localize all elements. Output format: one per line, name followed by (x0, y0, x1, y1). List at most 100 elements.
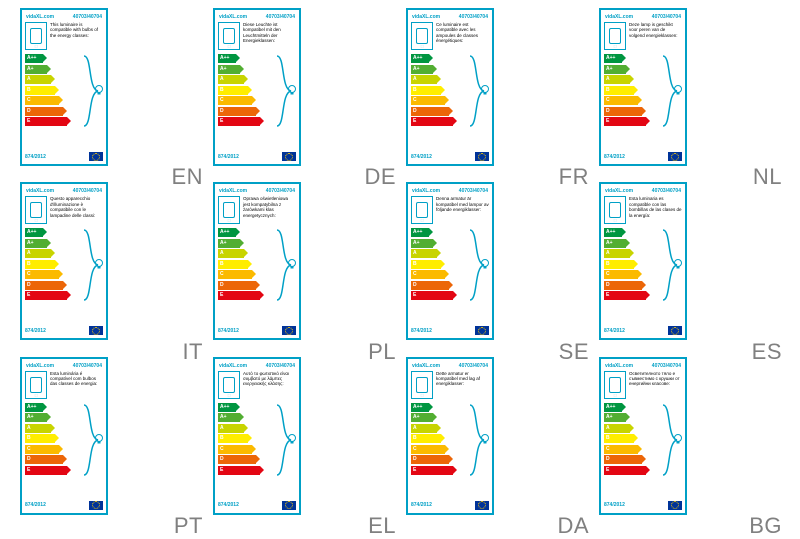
card-header: vidaXL.com40703/40704 (604, 187, 682, 196)
energy-bar-label: B (220, 260, 224, 269)
energy-bars: A++A+ABCDE (604, 403, 682, 481)
energy-bar-label: E (220, 117, 223, 126)
energy-bar: A+ (218, 65, 273, 74)
energy-bar: E (411, 117, 466, 126)
brand-text: vidaXL.com (26, 14, 54, 20)
energy-bar: E (218, 291, 273, 300)
regulation-text: 874/2012 (25, 154, 46, 160)
energy-bar-label: D (413, 281, 417, 290)
brand-text: vidaXL.com (605, 14, 633, 20)
card-footer: 874/2012 (25, 501, 103, 510)
energy-bar-label: A++ (220, 403, 229, 412)
energy-bar: B (218, 260, 273, 269)
energy-bar-label: A (413, 75, 417, 84)
energy-label-card: vidaXL.com40703/40704⬚Questo apparecchio… (20, 182, 108, 340)
eu-flag-icon (475, 326, 489, 335)
energy-bars: A++A+ABCDE (604, 54, 682, 132)
energy-label-card: vidaXL.com40703/40704⬚Esta luminaria es … (599, 182, 687, 340)
energy-bar: E (25, 466, 80, 475)
energy-label-card: vidaXL.com40703/40704⬚Oprawa oświetlenio… (213, 182, 301, 340)
energy-bar-label: A+ (27, 413, 34, 422)
luminaire-icon: ⬚ (218, 196, 240, 224)
brand-text: vidaXL.com (412, 363, 440, 369)
card-header: vidaXL.com40703/40704 (604, 13, 682, 22)
luminaire-icon: ⬚ (411, 371, 433, 399)
energy-bar: A+ (25, 65, 80, 74)
energy-bar-label: A (606, 75, 610, 84)
energy-bar-label: E (413, 117, 416, 126)
energy-bar: A++ (411, 228, 466, 237)
energy-bar: D (411, 107, 466, 116)
luminaire-icon: ⬚ (218, 371, 240, 399)
card-header: vidaXL.com40703/40704 (25, 362, 103, 371)
energy-bar: A+ (25, 239, 80, 248)
luminaire-icon: ⬚ (411, 22, 433, 50)
energy-bar-label: D (606, 281, 610, 290)
energy-bar: B (218, 434, 273, 443)
energy-bar: A (604, 75, 659, 84)
eu-flag-icon (282, 326, 296, 335)
energy-bar: C (604, 270, 659, 279)
energy-label-cell: vidaXL.com40703/40704⬚This luminaire is … (20, 8, 201, 176)
card-footer: 874/2012 (25, 326, 103, 335)
energy-bar: A++ (411, 403, 466, 412)
energy-bar-label: E (606, 291, 609, 300)
energy-bars: A++A+ABCDE (25, 228, 103, 306)
card-header: vidaXL.com40703/40704 (411, 362, 489, 371)
description-text: This luminaire is compatible with bulbs … (50, 22, 103, 50)
energy-bar: E (218, 466, 273, 475)
energy-bars: A++A+ABCDE (411, 403, 489, 481)
card-top-row: ⬚Αυτό το φωτιστικό είναι συμβατό με λάμπ… (218, 371, 296, 399)
model-text: 40703/40704 (266, 363, 295, 369)
brand-text: vidaXL.com (412, 188, 440, 194)
energy-bar-label: A+ (27, 65, 34, 74)
energy-label-card: vidaXL.com40703/40704⬚Deze lamp is gesch… (599, 8, 687, 166)
luminaire-icon: ⬚ (411, 196, 433, 224)
energy-bars: A++A+ABCDE (25, 54, 103, 132)
regulation-text: 874/2012 (25, 328, 46, 334)
eu-flag-icon (89, 501, 103, 510)
card-footer: 874/2012 (411, 326, 489, 335)
energy-bar-label: B (413, 434, 417, 443)
regulation-text: 874/2012 (411, 502, 432, 508)
card-footer: 874/2012 (604, 152, 682, 161)
card-header: vidaXL.com40703/40704 (218, 13, 296, 22)
energy-bar: C (25, 270, 80, 279)
energy-bar: A++ (218, 54, 273, 63)
card-header: vidaXL.com 40703/40704 (411, 187, 489, 196)
energy-label-cell: vidaXL.com40703/40704⬚Esta luminaria es … (599, 182, 780, 350)
brand-text: vidaXL.com (219, 14, 247, 20)
energy-bar: E (411, 466, 466, 475)
energy-bar-label: E (27, 291, 30, 300)
energy-bar-label: B (220, 86, 224, 95)
card-top-row: ⬚Esta luminaria es compatible con las bo… (604, 196, 682, 224)
energy-bar-label: D (606, 107, 610, 116)
model-text: 40703/40704 (73, 188, 102, 194)
energy-bar-label: A++ (413, 403, 422, 412)
energy-bar-label: C (220, 270, 224, 279)
energy-bar: A++ (604, 228, 659, 237)
energy-bar-label: A++ (606, 403, 615, 412)
energy-bar-label: B (27, 86, 31, 95)
energy-bar: C (25, 445, 80, 454)
eu-flag-icon (89, 152, 103, 161)
energy-bar: C (604, 96, 659, 105)
description-text: Denna armatur är kompatibel med lampor a… (436, 196, 489, 224)
energy-bar: A+ (604, 413, 659, 422)
energy-label-cell: vidaXL.com40703/40704⬚Осветителното тяло… (599, 357, 780, 525)
energy-bar-label: B (606, 86, 610, 95)
regulation-text: 874/2012 (411, 328, 432, 334)
brand-text: vidaXL.com (26, 363, 54, 369)
language-code: BG (749, 513, 782, 539)
energy-bar: B (218, 86, 273, 95)
energy-bars: A++A+ABCDE (218, 54, 296, 132)
energy-bar: E (604, 291, 659, 300)
card-header: vidaXL.com40703/40704 (218, 187, 296, 196)
energy-bar: A+ (218, 239, 273, 248)
model-text: 40703/40704 (459, 188, 488, 194)
energy-bar: A (604, 249, 659, 258)
regulation-text: 874/2012 (604, 502, 625, 508)
energy-label-card: vidaXL.com40703/40704⬚Diese Leuchte ist … (213, 8, 301, 166)
luminaire-icon: ⬚ (25, 22, 47, 50)
eu-flag-icon (282, 501, 296, 510)
